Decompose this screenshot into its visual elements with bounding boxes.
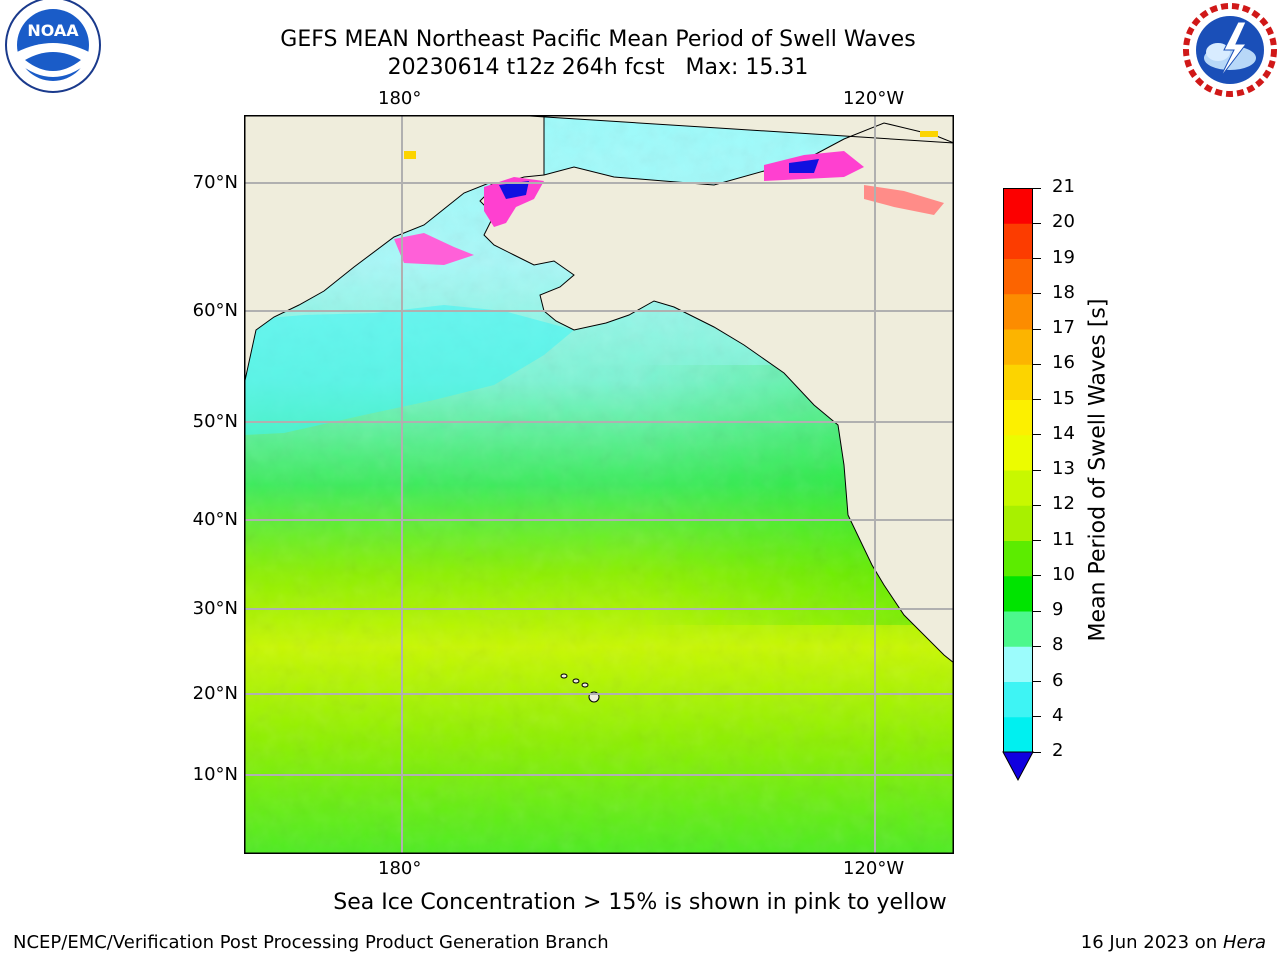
colorbar-segment — [1003, 470, 1033, 506]
colorbar-tick-label: 17 — [1052, 317, 1075, 338]
footer-branch: NCEP/EMC/Verification Post Processing Pr… — [13, 932, 609, 953]
top-lon-label-120w: 120°W — [843, 88, 905, 109]
colorbar-label: Mean Period of Swell Waves [s] — [1085, 298, 1111, 642]
colorbar-segment — [1003, 434, 1033, 471]
sea-ice-bering — [394, 233, 474, 265]
lat-label-60n: 60°N — [192, 300, 238, 321]
colorbar-segment — [1003, 258, 1033, 295]
colorbar-tick-mark — [1033, 258, 1041, 259]
lat-label-30n: 30°N — [192, 598, 238, 619]
colorbar-tick-label: 13 — [1052, 458, 1075, 479]
lat-label-40n: 40°N — [192, 509, 238, 530]
colorbar-tick-mark — [1033, 575, 1041, 577]
lat-label-70n: 70°N — [192, 172, 238, 193]
colorbar-segment — [1003, 646, 1033, 682]
colorbar-under-triangle — [1002, 751, 1034, 782]
colorbar-tick-mark — [1033, 434, 1041, 436]
colorbar-tick-mark — [1033, 187, 1041, 189]
colorbar-tick-mark — [1033, 469, 1041, 471]
chart-title: GEFS MEAN Northeast Pacific Mean Period … — [280, 27, 916, 52]
colorbar-tick-label: 6 — [1052, 669, 1064, 691]
colorbar-tick-mark — [1033, 328, 1041, 330]
sea-ice-chukchi — [484, 177, 544, 227]
colorbar-tick-label: 16 — [1052, 352, 1075, 374]
colorbar-tick-mark — [1033, 504, 1041, 506]
colorbar-segment — [1003, 329, 1033, 365]
map-gridlines — [244, 115, 954, 854]
lat-label-20n: 20°N — [192, 683, 238, 704]
colorbar-segment — [1003, 716, 1033, 753]
colorbar-tick-mark — [1033, 293, 1041, 295]
colorbar-tick-label: 19 — [1052, 246, 1075, 268]
colorbar-tick-label: 4 — [1052, 704, 1064, 726]
colorbar-segment — [1003, 223, 1033, 259]
bering-sea-field — [244, 305, 574, 435]
sea-ice-note: Sea Ice Concentration > 15% is shown in … — [333, 890, 947, 915]
colorbar-tick-mark — [1033, 610, 1041, 612]
lat-label-10n: 10°N — [192, 764, 238, 785]
national-weather-service-logo — [1183, 3, 1277, 97]
colorbar-segment — [1003, 364, 1033, 400]
colorbar-tick-mark — [1033, 645, 1041, 647]
colorbar-segment — [1003, 505, 1033, 541]
colorbar-tick-mark — [1033, 716, 1041, 718]
colorbar-tick-label: 8 — [1052, 634, 1064, 656]
colorbar-segment — [1003, 575, 1033, 612]
colorbar-segment — [1003, 293, 1033, 330]
colorbar-tick-label: 12 — [1052, 493, 1075, 515]
colorbar — [1002, 188, 1034, 782]
footer-date-text: 16 Jun 2023 on — [1080, 932, 1223, 953]
noaa-logo-text: NOAA — [27, 21, 79, 40]
colorbar-tick-mark — [1033, 540, 1041, 541]
colorbar-segment — [1003, 188, 1033, 224]
colorbar-tick-label: 14 — [1052, 422, 1075, 444]
colorbar-tick-label: 20 — [1052, 211, 1075, 233]
colorbar-tick-mark — [1033, 399, 1041, 400]
colorbar-tick-label: 18 — [1052, 281, 1075, 303]
colorbar-frame — [1003, 188, 1033, 753]
map-frame — [244, 115, 954, 854]
sea-ice-beaufort-core — [789, 159, 819, 173]
footer-date: 16 Jun 2023 on Hera — [1081, 932, 1266, 953]
top-lon-label-180: 180° — [378, 88, 422, 109]
lat-label-50n: 50°N — [192, 411, 238, 432]
colorbar-tick-label: 10 — [1052, 563, 1075, 585]
colorbar-segment — [1003, 681, 1033, 718]
swell-period-map — [244, 115, 954, 854]
colorbar-segment — [1003, 611, 1033, 647]
colorbar-segment — [1003, 540, 1033, 577]
colorbar-tick-label: 11 — [1052, 528, 1075, 550]
sea-ice-yellow-patch — [404, 151, 416, 159]
bottom-lon-label-180: 180° — [378, 858, 422, 879]
colorbar-tick-label: 9 — [1052, 599, 1064, 620]
sea-ice-arctic-channels — [864, 185, 944, 215]
chart-subtitle: 20230614 t12z 264h fcst Max: 15.31 — [387, 55, 809, 80]
sea-ice-yellow-patch-2 — [920, 131, 938, 137]
colorbar-tick-label: 2 — [1052, 740, 1064, 761]
colorbar-tick-mark — [1033, 751, 1041, 753]
colorbar-tick-mark — [1033, 222, 1041, 224]
colorbar-segment — [1003, 399, 1033, 436]
sea-ice-chukchi-core — [499, 181, 529, 199]
colorbar-tick-label: 21 — [1052, 176, 1075, 197]
bottom-lon-label-120w: 120°W — [843, 858, 905, 879]
colorbar-tick-mark — [1033, 681, 1041, 682]
colorbar-tick-mark — [1033, 363, 1041, 365]
colorbar-tick-label: 15 — [1052, 387, 1075, 409]
footer-host: Hera — [1222, 932, 1266, 953]
noaa-logo: NOAA — [5, 0, 101, 93]
